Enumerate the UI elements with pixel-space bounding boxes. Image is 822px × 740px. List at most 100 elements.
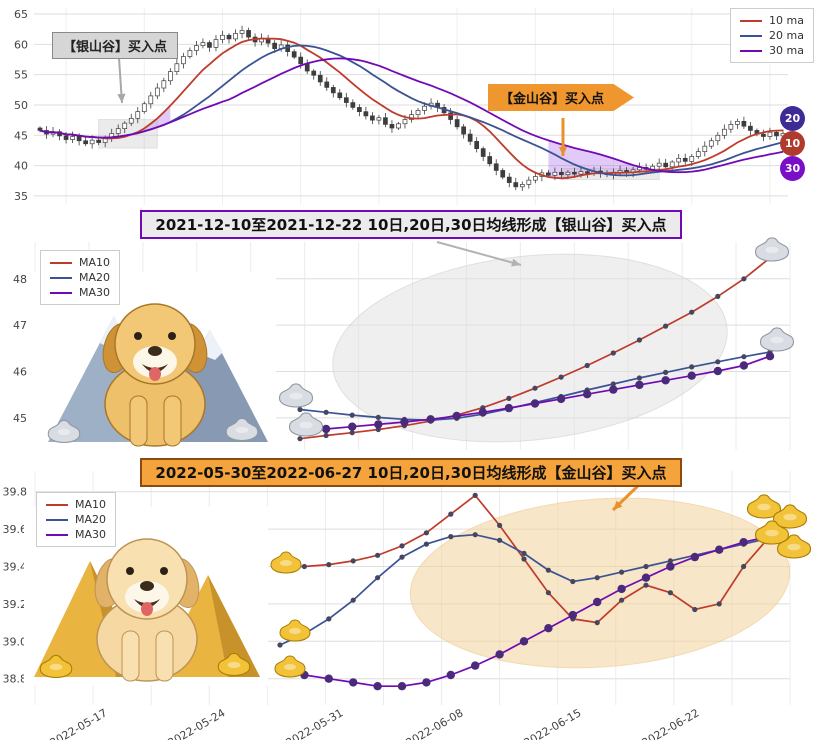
gold-ingot-icon (746, 494, 782, 519)
legend-label: 20 ma (769, 29, 804, 42)
ma-badge-20: 20 (780, 106, 805, 131)
pointer-arrow-head (117, 93, 126, 103)
silver-ingot-icon (288, 412, 324, 437)
legend-label: MA20 (79, 271, 111, 284)
ma-lines (39, 37, 784, 180)
gold-valley-detail-chart: 38.8 39.0 39.2 39.4 39.6 39.8 2022-05-17 2022-0… (3, 471, 812, 740)
silver-valley-annotation-label: 【银山谷】买入点 (63, 40, 168, 55)
x-tick-label: 2022-05-31 (284, 706, 346, 740)
y-tick-label: 45 (13, 412, 27, 425)
legend-item: MA10 (46, 497, 106, 512)
legend-item: MA30 (50, 285, 110, 300)
legend-item: 30 ma (740, 43, 804, 58)
ma-line-30ma (39, 57, 784, 174)
gold-ingot-icon (217, 652, 251, 677)
ma-line-10ma (39, 37, 784, 180)
y-tick-label: 65 (14, 8, 28, 21)
grid (34, 8, 788, 205)
y-tick-label: 48 (13, 273, 27, 286)
y-tick-label: 38.8 (3, 673, 28, 686)
pointer-arrow-head (511, 258, 521, 267)
gold-ingot-icon (754, 520, 790, 545)
legend-label: MA20 (75, 513, 107, 526)
gold-valley-highlight-ellipse (409, 497, 791, 669)
y-tick-label: 40 (14, 160, 28, 173)
y-tick-label: 47 (13, 319, 27, 332)
y-tick-label: 50 (14, 99, 28, 112)
gold-ingot-icon (279, 619, 311, 642)
y-tick-label: 46 (13, 366, 27, 379)
legend-label: 10 ma (769, 14, 804, 27)
ma-series (275, 492, 773, 691)
silver-ingot-icon (278, 383, 314, 408)
legend-swatch (46, 533, 68, 536)
x-tick-label: 2022-05-17 (48, 706, 110, 740)
gold-valley-banner: 2022-05-30至2022-06-27 10日,20日,30日均线形成【金山… (0, 458, 822, 487)
silver-valley-annotation: 【银山谷】买入点 (52, 32, 179, 59)
dog-nose (148, 346, 162, 356)
top-chart-legend: 10 ma 20 ma 30 ma (730, 8, 814, 63)
x-tick-label: 2022-06-15 (522, 706, 584, 740)
gold-ingot-icon (270, 551, 302, 574)
legend-swatch (46, 518, 68, 521)
legend-swatch (46, 503, 68, 506)
silver-valley-detail-chart: 45 46 47 48 (13, 237, 795, 450)
legend-label: MA10 (75, 498, 107, 511)
y-tick-label: 35 (14, 190, 28, 203)
gold-ingot-icon (274, 655, 306, 678)
x-tick-label: 2022-06-08 (404, 706, 466, 740)
pointer-arrow-head (613, 500, 623, 510)
x-tick-label: 2022-06-22 (640, 706, 702, 740)
legend-label: 30 ma (769, 44, 804, 57)
gold-chart-legend: MA10 MA20 MA30 (36, 492, 117, 547)
silver-chart-legend: MA10 MA20 MA30 (40, 250, 121, 305)
silver-ingot-icon (47, 419, 81, 444)
legend-item: 10 ma (740, 13, 804, 28)
legend-swatch (50, 261, 72, 264)
gold-ingot-icon (39, 654, 73, 679)
gold-ingot-icon (776, 534, 812, 559)
y-tick-label: 55 (14, 69, 28, 82)
y-tick-label: 45 (14, 129, 28, 142)
silver-valley-highlight-ellipse (332, 253, 728, 443)
y-tick-label: 39.6 (3, 523, 28, 536)
silver-valley-banner-text: 2021-12-10至2021-12-22 10日,20日,30日均线形成【银山… (140, 210, 682, 239)
legend-label: MA10 (79, 256, 111, 269)
dog-nose (140, 581, 154, 591)
legend-swatch (50, 291, 72, 294)
legend-item: MA30 (46, 527, 106, 542)
silver-ingot-icon (225, 417, 259, 442)
legend-swatch (740, 19, 763, 22)
legend-item: MA10 (50, 255, 110, 270)
gold-valley-annotation: 【金山谷】买入点 (488, 84, 635, 111)
y-tick-label: 39.2 (3, 598, 28, 611)
y-tick-label: 39.4 (3, 560, 28, 573)
silver-valley-banner: 2021-12-10至2021-12-22 10日,20日,30日均线形成【银山… (0, 210, 822, 239)
legend-swatch (740, 34, 763, 37)
y-tick-label: 39.8 (3, 486, 28, 499)
legend-label: MA30 (75, 528, 107, 541)
y-tick-label: 60 (14, 38, 28, 51)
legend-item: 20 ma (740, 28, 804, 43)
candlestick-chart: 35 40 45 50 55 60 65 (14, 8, 788, 205)
legend-swatch (50, 276, 72, 279)
gold-valley-annotation-label: 【金山谷】买入点 (500, 92, 605, 107)
legend-item: MA20 (50, 270, 110, 285)
gold-valley-banner-text: 2022-05-30至2022-06-27 10日,20日,30日均线形成【金山… (140, 458, 682, 487)
silver-ingot-icon (754, 237, 790, 262)
gold-ingot-icon (772, 504, 808, 529)
pointer-arrow (436, 241, 522, 266)
ma-badge-30: 30 (780, 156, 805, 181)
legend-label: MA30 (79, 286, 111, 299)
dog-tongue (141, 602, 153, 616)
silver-ingot-icon (759, 327, 795, 352)
pointer-arrow-head (558, 146, 568, 156)
gold-pyramid-dog-illustration (24, 507, 268, 685)
y-tick-label: 39.0 (3, 635, 28, 648)
legend-item: MA20 (46, 512, 106, 527)
x-tick-label: 2022-05-24 (166, 706, 228, 740)
dog-tongue (149, 367, 161, 381)
ma-badge-10: 10 (780, 131, 805, 156)
legend-swatch (740, 49, 763, 52)
